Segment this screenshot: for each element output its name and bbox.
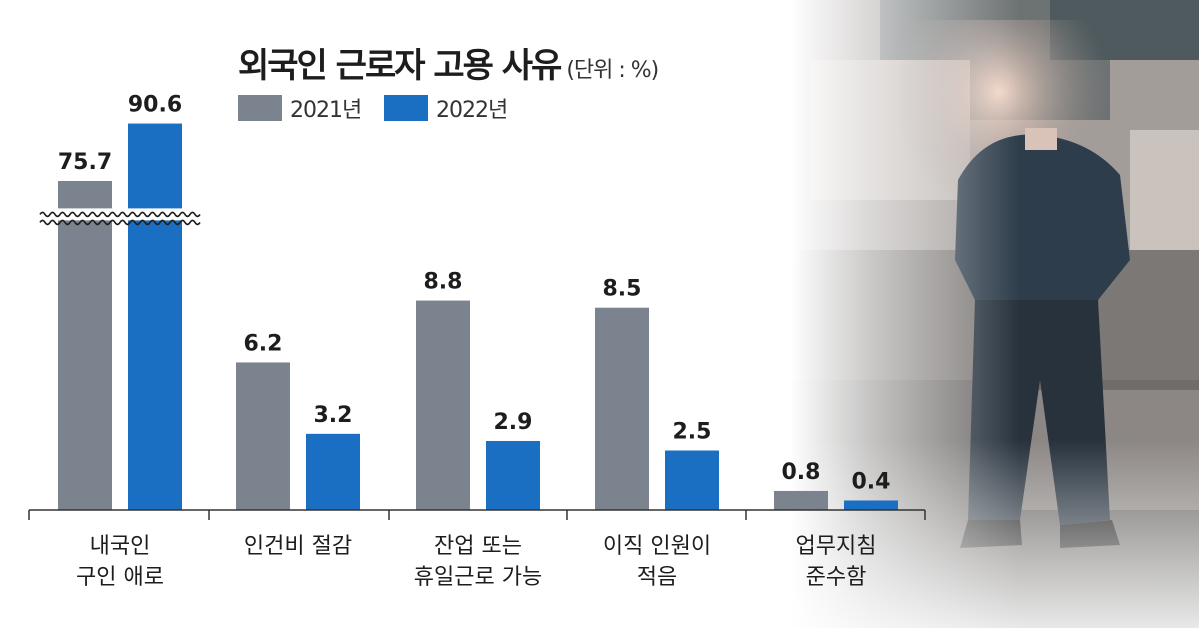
category-label-1-0: 인건비 절감: [244, 534, 352, 559]
data-label-2021-4: 0.8: [782, 460, 821, 485]
category-label-2-1: 휴일근로 가능: [414, 565, 542, 590]
category-label-3-0: 이직 인원이: [603, 534, 711, 559]
legend-label-2022: 2022년: [436, 98, 508, 123]
axis-break-line-2: [39, 219, 201, 226]
data-label-2021-2: 8.8: [424, 270, 463, 295]
legend-item-2022: 2022년: [384, 92, 508, 124]
data-label-2022-0: 90.6: [128, 93, 182, 118]
bar-2021-0: [58, 181, 112, 510]
bar-2022-3: [665, 450, 719, 510]
legend-swatch-2021: [238, 95, 282, 121]
bar-2022-4: [844, 500, 898, 510]
category-label-4-1: 준수함: [806, 565, 867, 590]
chart-title-block: 외국인 근로자 고용 사유 (단위 : %): [238, 38, 659, 87]
data-label-2021-3: 8.5: [603, 277, 642, 302]
bar-2021-1: [236, 362, 290, 510]
bar-2021-4: [774, 490, 828, 510]
category-label-0-1: 구인 애로: [76, 565, 164, 590]
bar-2022-0: [128, 123, 182, 511]
bar-2021-2: [416, 300, 470, 510]
bar-2021-3: [595, 307, 649, 510]
data-label-2021-1: 6.2: [244, 331, 283, 356]
data-label-2021-0: 75.7: [58, 150, 112, 175]
data-label-2022-1: 3.2: [314, 403, 353, 428]
category-label-2-0: 잔업 또는: [434, 534, 522, 559]
data-label-2022-2: 2.9: [494, 410, 533, 435]
axis-break-line-1: [39, 211, 201, 218]
legend-item-2021: 2021년: [238, 92, 362, 124]
category-label-0-0: 내국인: [90, 534, 151, 559]
chart-title: 외국인 근로자 고용 사유: [238, 46, 562, 86]
bar-2022-2: [486, 440, 540, 510]
data-label-2022-4: 0.4: [852, 469, 891, 494]
legend-swatch-2022: [384, 95, 428, 121]
bar-2022-1: [306, 433, 360, 510]
category-label-4-0: 업무지침: [796, 534, 877, 559]
unit-label: (단위 : %): [566, 58, 659, 83]
data-label-2022-3: 2.5: [673, 420, 712, 445]
legend-label-2021: 2021년: [290, 98, 362, 123]
category-label-3-1: 적음: [637, 565, 677, 590]
